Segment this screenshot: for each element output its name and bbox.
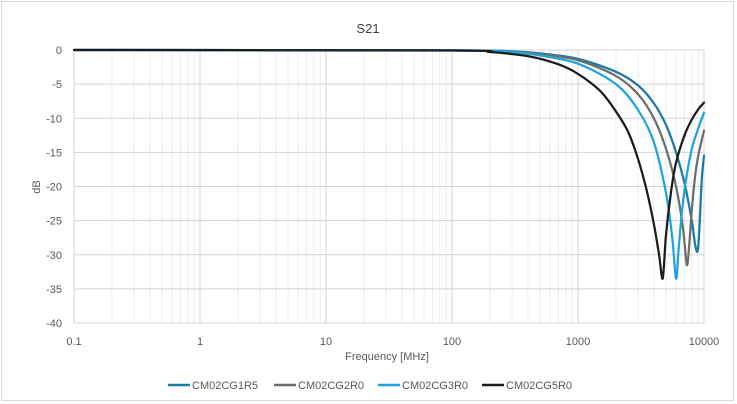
legend-item: CM02CG2R0 bbox=[274, 380, 364, 392]
y-tick-label: -15 bbox=[46, 147, 62, 159]
legend-label: CM02CG5R0 bbox=[506, 380, 572, 392]
x-axis-title: Frequency [MHz] bbox=[345, 351, 429, 363]
y-tick-label: 0 bbox=[56, 45, 62, 57]
y-tick-label: -10 bbox=[46, 113, 62, 125]
y-tick-label: -35 bbox=[46, 284, 62, 296]
y-tick-label: -20 bbox=[46, 182, 62, 194]
tick-labels: 0.1 1 10 100 1000 10000 0 -5 -10 -15 -20 -25 -30 -35 -… bbox=[46, 45, 719, 348]
x-tick-label: 0.1 bbox=[66, 336, 81, 348]
series-line-cm02cg2r0 bbox=[72, 48, 706, 267]
y-tick-label: -25 bbox=[46, 216, 62, 228]
series-line-cm02cg3r0 bbox=[72, 48, 706, 280]
grid bbox=[73, 49, 705, 324]
series-line-cm02cg5r0 bbox=[72, 48, 706, 280]
y-axis-title: dB bbox=[31, 180, 43, 193]
x-tick-label: 1000 bbox=[566, 336, 590, 348]
x-tick-label: 100 bbox=[443, 336, 461, 348]
x-tick-label: 10000 bbox=[689, 336, 720, 348]
legend-label: CM02CG1R5 bbox=[192, 380, 258, 392]
legend-item: CM02CG1R5 bbox=[168, 380, 258, 392]
x-tick-label: 10 bbox=[320, 336, 332, 348]
series-lines bbox=[72, 48, 706, 280]
legend-item: CM02CG3R0 bbox=[378, 380, 468, 392]
y-tick-label: -30 bbox=[46, 250, 62, 262]
legend-label: CM02CG2R0 bbox=[298, 380, 364, 392]
x-tick-label: 1 bbox=[197, 336, 203, 348]
legend-label: CM02CG3R0 bbox=[402, 380, 468, 392]
y-tick-label: -5 bbox=[52, 79, 62, 91]
legend-item: CM02CG5R0 bbox=[482, 380, 572, 392]
chart-title: S21 bbox=[356, 21, 379, 36]
y-tick-label: -40 bbox=[46, 318, 62, 330]
legend: CM02CG1R5 CM02CG2R0 CM02CG3R0 CM02CG5R0 bbox=[168, 380, 572, 392]
